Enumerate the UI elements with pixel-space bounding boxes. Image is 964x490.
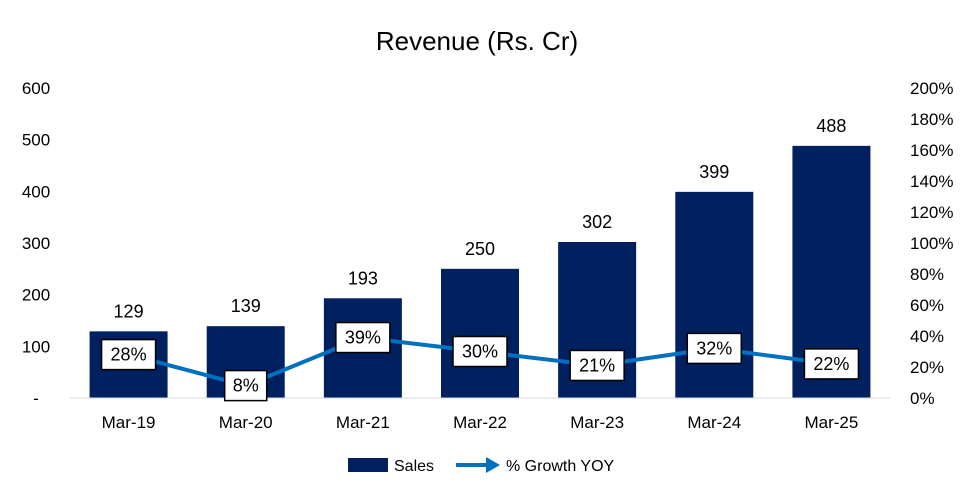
growth-label: 30% [462, 342, 498, 362]
sales-bar-label: 250 [465, 239, 495, 259]
legend-sales-label: Sales [394, 458, 434, 475]
x-tick-label: Mar-22 [453, 413, 507, 432]
right-y-axis: 0% 20% 40% 60% 80% 100% 120% 140% 160% 180% 200% [910, 79, 953, 408]
right-y-tick-label: 80% [910, 265, 944, 284]
sales-bar-label: 488 [816, 116, 846, 136]
legend-sales-swatch [348, 458, 388, 472]
sales-bar [441, 268, 519, 398]
growth-label: 39% [345, 328, 381, 348]
sales-bar-label: 139 [231, 296, 261, 316]
sales-data-labels: 129 139 193 250 302 399 488 [114, 116, 847, 321]
right-y-tick-label: 100% [910, 234, 953, 253]
legend-growth-arrow-icon [486, 457, 500, 473]
right-y-tick-label: 0% [910, 389, 935, 408]
right-y-tick-label: 60% [910, 296, 944, 315]
right-y-tick-label: 20% [910, 358, 944, 377]
growth-label-box [335, 321, 391, 354]
chart-title: Revenue (Rs. Cr) [376, 26, 578, 56]
left-y-tick-label: 400 [22, 182, 50, 201]
growth-data-labels: 28% 8% 39% 30% 21% 32% 22% [100, 321, 860, 402]
growth-label-box [452, 335, 508, 368]
sales-bar [675, 191, 754, 398]
right-y-tick-label: 120% [910, 203, 953, 222]
growth-label: 21% [579, 355, 615, 375]
sales-bar-label: 302 [582, 212, 612, 232]
x-tick-label: Mar-23 [570, 413, 624, 432]
left-y-tick-label: 300 [22, 234, 50, 253]
sales-bar-label: 399 [699, 162, 729, 182]
growth-label-box [686, 332, 743, 365]
right-y-tick-label: 200% [910, 79, 953, 98]
growth-label: 22% [813, 354, 849, 374]
growth-label: 32% [696, 338, 732, 358]
x-tick-label: Mar-20 [219, 413, 273, 432]
left-y-tick-label: 600 [22, 79, 50, 98]
x-tick-label: Mar-25 [804, 413, 858, 432]
growth-label-box [100, 338, 157, 371]
growth-label-box [803, 348, 860, 380]
x-tick-label: Mar-21 [336, 413, 390, 432]
left-y-axis: - 100 200 300 400 500 600 [22, 79, 50, 408]
right-y-tick-label: 180% [910, 110, 953, 129]
sales-bar-label: 193 [348, 268, 378, 288]
left-y-tick-label: 200 [22, 286, 50, 305]
left-y-tick-label: 500 [22, 131, 50, 150]
growth-label-box [569, 349, 625, 382]
right-y-tick-label: 140% [910, 172, 953, 191]
right-y-tick-label: 160% [910, 141, 953, 160]
right-y-tick-label: 40% [910, 327, 944, 346]
sales-bar-label: 129 [114, 301, 144, 321]
x-axis: Mar-19 Mar-20 Mar-21 Mar-22 Mar-23 Mar-24 Mar-… [102, 413, 859, 432]
left-y-tick-label: - [33, 389, 39, 408]
left-y-tick-label: 100 [22, 337, 50, 356]
x-tick-label: Mar-24 [687, 413, 741, 432]
legend-growth-label: % Growth YOY [506, 458, 615, 475]
x-tick-label: Mar-19 [102, 413, 156, 432]
growth-label: 8% [233, 376, 259, 396]
growth-label: 28% [111, 345, 147, 365]
growth-label-box [223, 369, 268, 402]
legend: Sales % Growth YOY [348, 457, 615, 475]
